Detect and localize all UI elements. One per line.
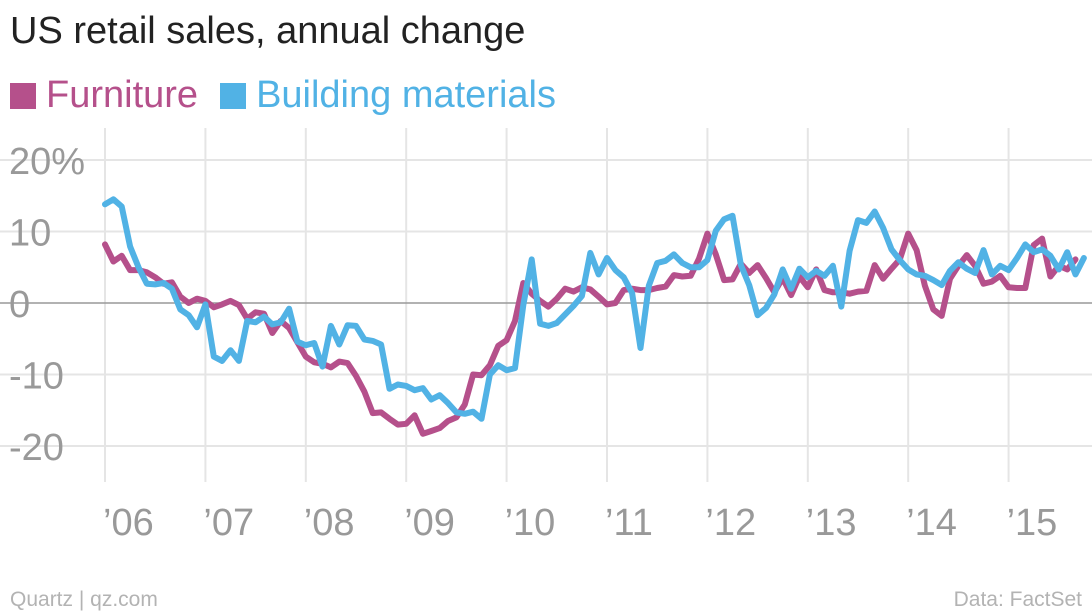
y-tick-label: -10 bbox=[9, 356, 64, 398]
x-tick-label: ’09 bbox=[404, 502, 455, 544]
y-tick-label: 20% bbox=[9, 141, 85, 183]
legend: Furniture Building materials bbox=[10, 74, 578, 117]
x-tick-label: ’07 bbox=[203, 502, 254, 544]
series-line-building-materials bbox=[102, 196, 1087, 422]
legend-item-building-materials: Building materials bbox=[220, 74, 556, 117]
legend-swatch-furniture bbox=[10, 82, 36, 109]
legend-label-furniture: Furniture bbox=[46, 74, 199, 116]
legend-swatch-building-materials bbox=[220, 82, 247, 109]
y-tick-label: -20 bbox=[9, 427, 64, 469]
chart-title: US retail sales, annual change bbox=[10, 10, 526, 52]
x-tick-label: ’10 bbox=[505, 502, 556, 544]
x-tick-label: ’13 bbox=[806, 502, 857, 544]
y-tick-label: 0 bbox=[9, 284, 30, 326]
footer-source-left: Quartz | qz.com bbox=[10, 588, 158, 611]
footer-source-right: Data: FactSet bbox=[953, 588, 1082, 611]
x-tick-label: ’08 bbox=[304, 502, 355, 544]
x-tick-label: ’06 bbox=[103, 502, 154, 544]
x-tick-label: ’12 bbox=[705, 502, 756, 544]
x-tick-label: ’14 bbox=[906, 502, 957, 544]
x-tick-label: ’11 bbox=[605, 502, 653, 544]
legend-label-building-materials: Building materials bbox=[256, 74, 556, 116]
x-tick-label: ’15 bbox=[1007, 502, 1058, 544]
legend-item-furniture: Furniture bbox=[10, 74, 198, 117]
y-tick-label: 10 bbox=[9, 213, 51, 255]
